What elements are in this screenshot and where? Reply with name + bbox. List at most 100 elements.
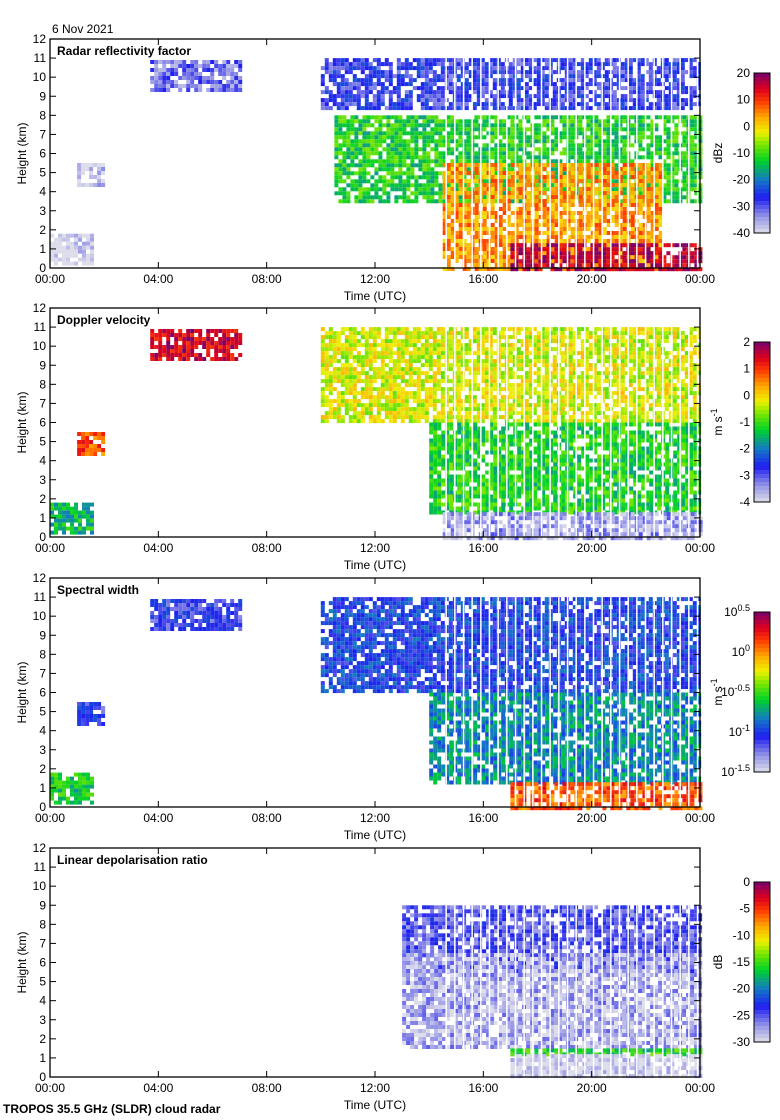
heatmap-cell xyxy=(622,183,627,187)
heatmap-cell xyxy=(514,195,519,199)
heatmap-cell xyxy=(344,399,349,404)
heatmap-cell xyxy=(514,171,519,175)
heatmap-cell xyxy=(642,171,647,175)
heatmap-cell xyxy=(634,267,639,272)
heatmap-cell xyxy=(344,407,349,412)
heatmap-cell xyxy=(696,102,701,107)
heatmap-cell xyxy=(694,199,699,204)
panel-title: Radar reflectivity factor xyxy=(57,44,191,58)
heatmap-cell xyxy=(622,171,627,175)
heatmap-cell xyxy=(93,452,98,456)
heatmap-cell xyxy=(356,375,361,380)
heatmap-cell xyxy=(170,64,175,68)
heatmap-cell xyxy=(81,171,86,175)
heatmap-cell xyxy=(336,66,341,71)
heatmap-cell xyxy=(378,139,383,144)
heatmap-cell xyxy=(382,179,387,184)
heatmap-cell xyxy=(638,179,643,183)
heatmap-cell xyxy=(580,102,585,107)
heatmap-cell xyxy=(454,239,459,243)
heatmap-cell xyxy=(362,147,367,152)
heatmap-cell xyxy=(614,147,619,152)
heatmap-cell xyxy=(638,267,643,272)
heatmap-cell xyxy=(514,159,519,164)
heatmap-cell xyxy=(77,452,82,456)
heatmap-cell xyxy=(454,127,459,132)
heatmap-cell xyxy=(340,102,345,107)
heatmap-cell xyxy=(606,267,611,272)
heatmap-cell xyxy=(572,66,577,71)
heatmap-cell xyxy=(474,127,479,132)
colorbar-swatch xyxy=(754,149,770,154)
heatmap-cell xyxy=(570,199,575,203)
heatmap-cell xyxy=(426,155,431,160)
heatmap-cell xyxy=(674,167,679,172)
heatmap-cell xyxy=(358,151,363,156)
heatmap-cell xyxy=(394,143,399,148)
heatmap-cell xyxy=(348,327,353,332)
heatmap-cell xyxy=(362,171,367,176)
heatmap-cell xyxy=(352,359,357,364)
heatmap-cell xyxy=(558,235,563,239)
heatmap-cell xyxy=(438,199,443,204)
heatmap-cell xyxy=(670,187,675,192)
heatmap-cell xyxy=(676,58,681,63)
heatmap-cell xyxy=(622,235,627,239)
heatmap-cell xyxy=(606,147,611,152)
heatmap-cell xyxy=(666,155,671,160)
heatmap-cell xyxy=(632,102,637,107)
heatmap-cell xyxy=(154,333,159,337)
heatmap-cell xyxy=(328,363,333,368)
heatmap-cell xyxy=(642,179,647,183)
heatmap-cell xyxy=(450,251,455,255)
heatmap-cell xyxy=(546,119,551,124)
heatmap-cell xyxy=(226,329,231,333)
heatmap-cell xyxy=(498,163,503,167)
heatmap-cell xyxy=(402,191,407,196)
heatmap-cell xyxy=(386,131,391,136)
heatmap-cell xyxy=(354,179,359,184)
heatmap-cell xyxy=(526,251,531,256)
heatmap-cell xyxy=(348,403,353,408)
heatmap-cell xyxy=(190,333,195,337)
y-tick-label: 11 xyxy=(34,51,47,65)
heatmap-cell xyxy=(346,175,351,180)
heatmap-cell xyxy=(222,357,227,361)
heatmap-cell xyxy=(374,183,379,188)
heatmap-cell xyxy=(648,82,653,87)
heatmap-cell xyxy=(454,259,459,263)
heatmap-cell xyxy=(636,106,641,111)
scan-gap xyxy=(488,39,491,268)
heatmap-cell xyxy=(238,88,243,92)
heatmap-cell xyxy=(584,66,589,71)
heatmap-cell xyxy=(506,243,511,247)
heatmap-cell xyxy=(466,147,471,152)
heatmap-cell xyxy=(166,88,171,92)
heatmap-cell xyxy=(526,167,531,171)
heatmap-cell xyxy=(690,243,695,248)
heatmap-cell xyxy=(514,263,519,268)
heatmap-cell xyxy=(214,329,219,333)
heatmap-cell xyxy=(222,353,227,357)
heatmap-cell xyxy=(528,66,533,71)
heatmap-cell xyxy=(658,195,663,199)
heatmap-cell xyxy=(336,335,341,340)
heatmap-cell xyxy=(340,403,345,408)
heatmap-cell xyxy=(638,143,643,148)
heatmap-cell xyxy=(394,127,399,132)
heatmap-cell xyxy=(482,203,487,207)
heatmap-cell xyxy=(654,171,659,175)
heatmap-cell xyxy=(462,195,467,199)
heatmap-cell xyxy=(578,167,583,171)
heatmap-cell xyxy=(682,115,687,120)
heatmap-cell xyxy=(516,106,521,111)
heatmap-cell xyxy=(596,58,601,63)
heatmap-cell xyxy=(674,171,679,176)
heatmap-cell xyxy=(472,62,477,67)
heatmap-cell xyxy=(638,207,643,211)
heatmap-cell xyxy=(590,151,595,156)
heatmap-cell xyxy=(488,66,493,71)
heatmap-cell xyxy=(508,86,513,91)
heatmap-cell xyxy=(606,199,611,203)
